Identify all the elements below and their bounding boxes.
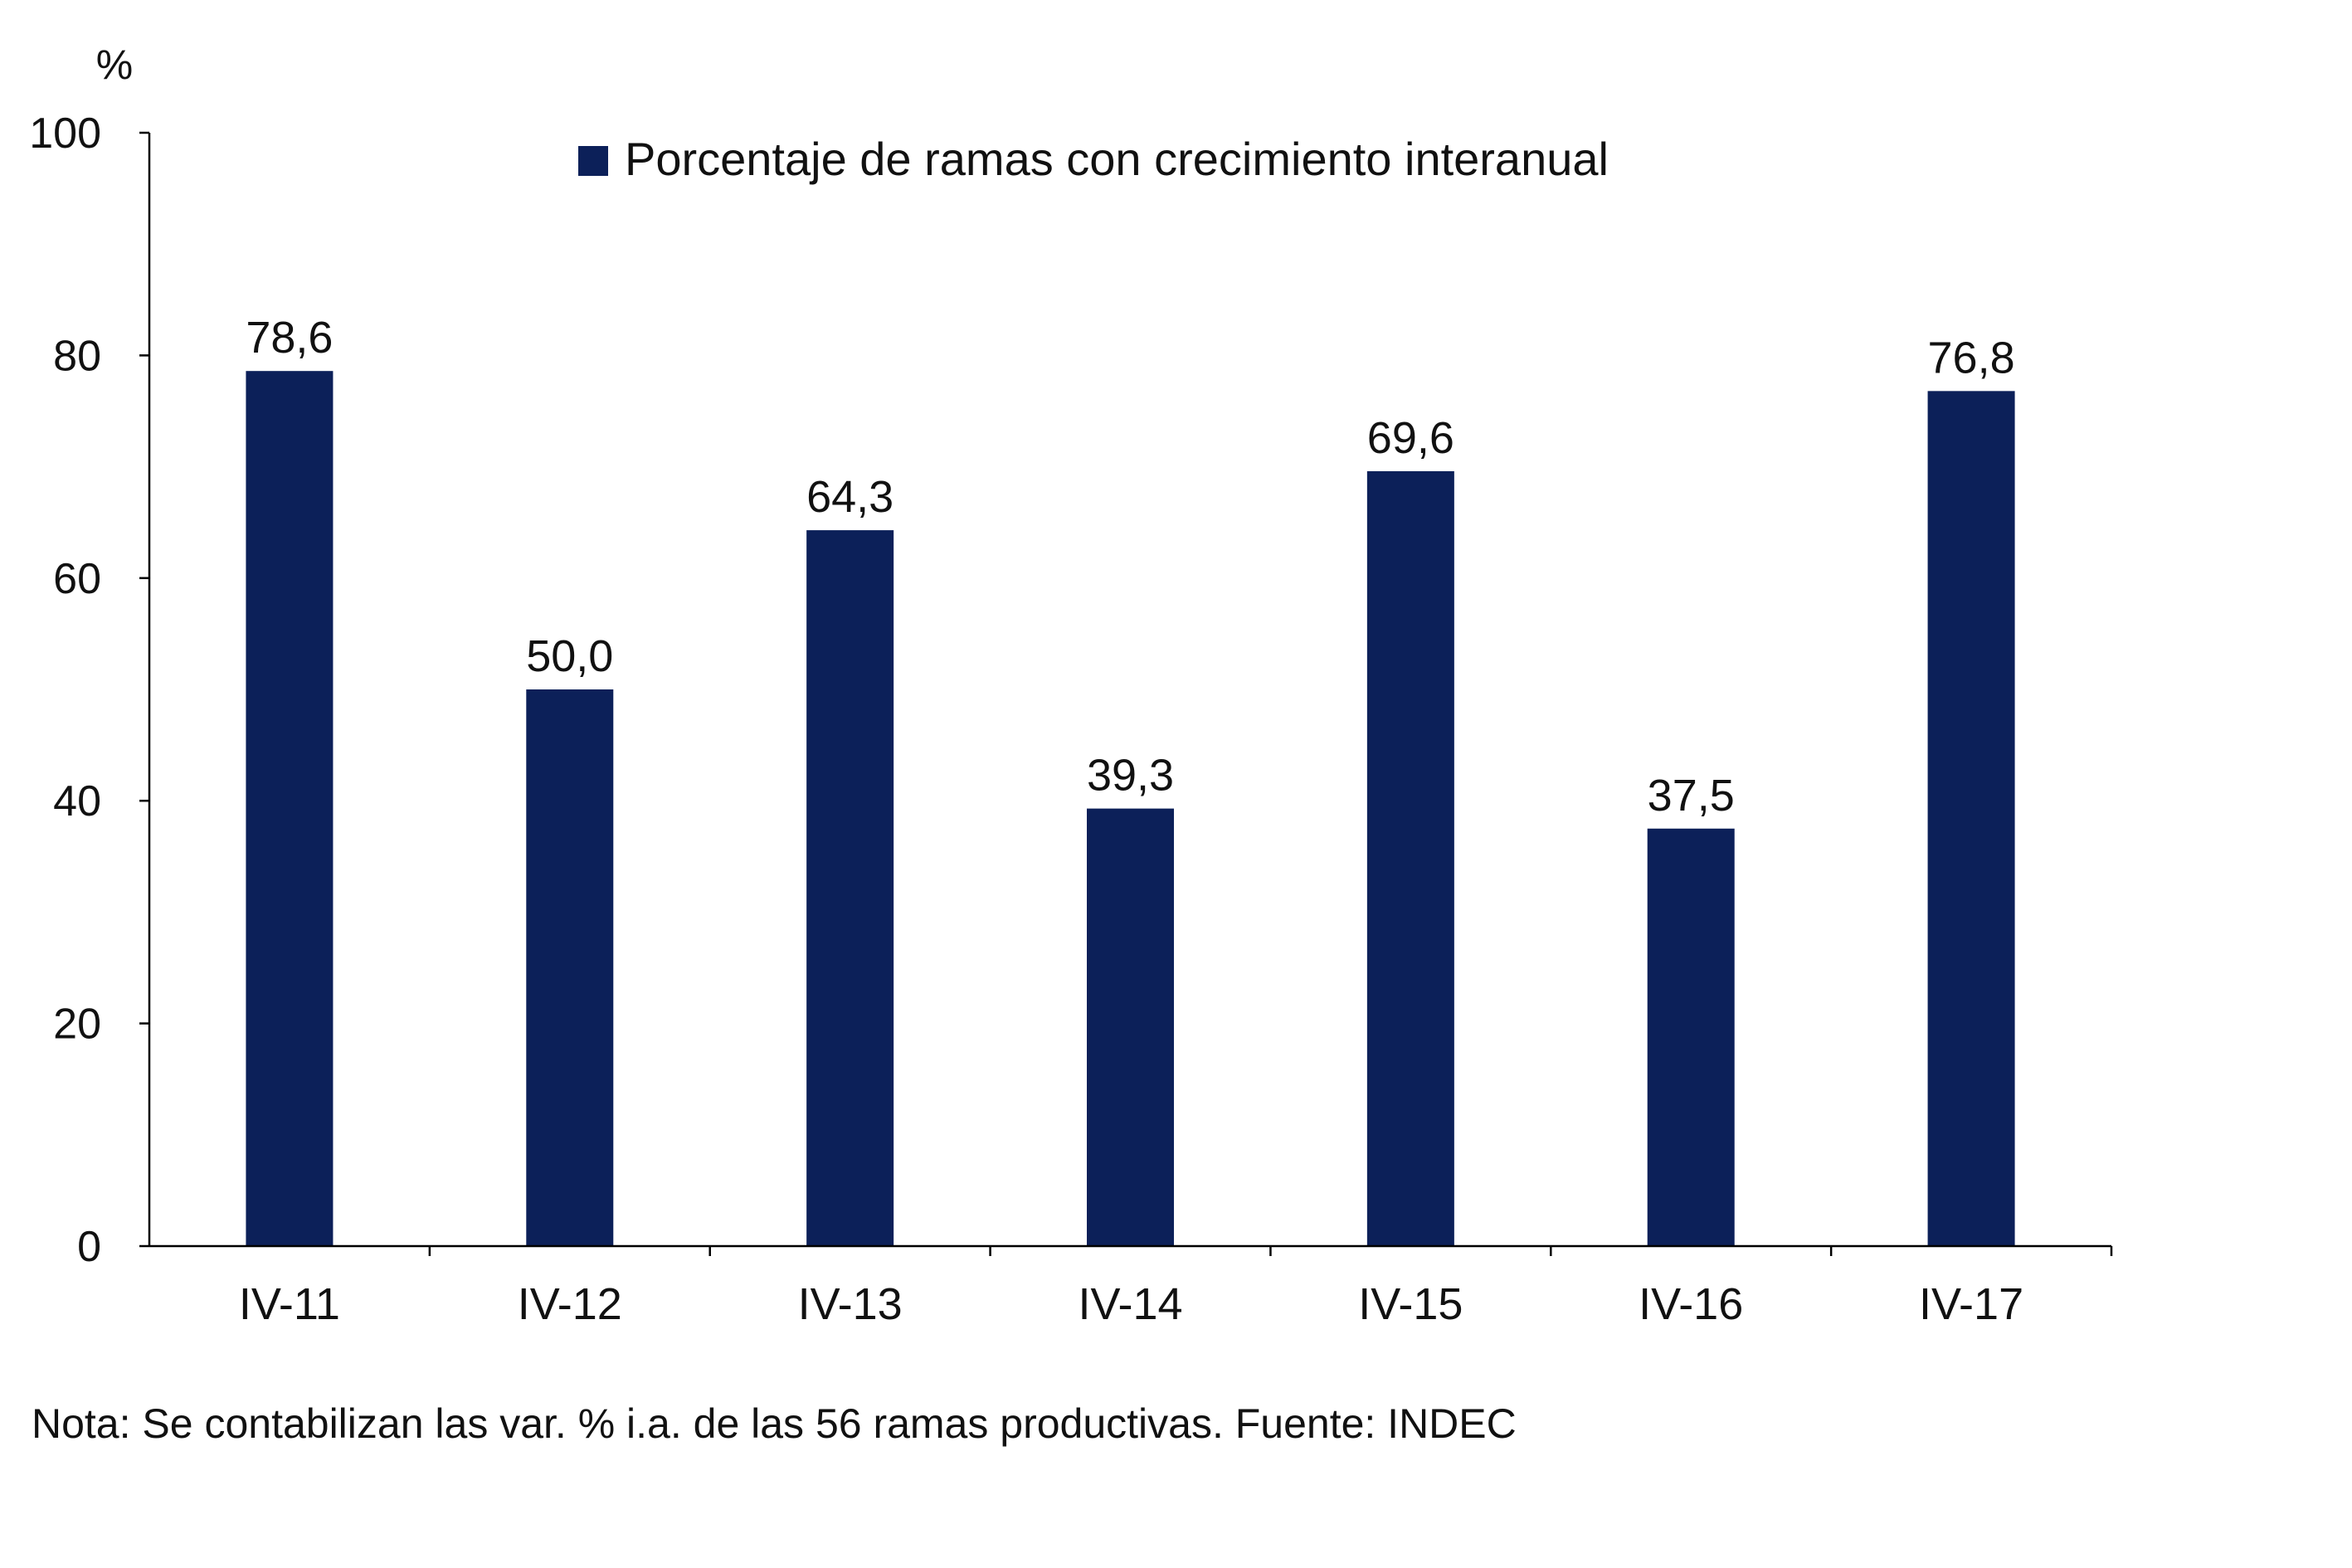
- y-tick-label: 100: [29, 110, 101, 158]
- x-tick-label: IV-17: [1919, 1279, 2023, 1329]
- data-label: 76,8: [1928, 333, 2015, 382]
- data-label: 78,6: [246, 313, 333, 363]
- y-unit-label: %: [96, 41, 133, 88]
- bars-group: 78,6 50,0 64,3 39,3 69,6 37,5 76,8: [246, 313, 2015, 1246]
- data-label: 50,0: [526, 631, 613, 681]
- data-label: 39,3: [1087, 751, 1174, 801]
- x-tick-label: IV-13: [798, 1279, 903, 1329]
- x-axis-labels: IV-11 IV-12 IV-13 IV-14 IV-15 IV-16 IV-17: [239, 1279, 2023, 1329]
- y-tick-label: 0: [77, 1223, 101, 1271]
- x-tick-label: IV-15: [1358, 1279, 1463, 1329]
- y-axis-ticks: 0 20 40 60 80 100: [29, 110, 149, 1271]
- data-label: 69,6: [1367, 413, 1454, 463]
- data-label: 37,5: [1648, 771, 1735, 821]
- bar-iv-15: [1366, 470, 1454, 1246]
- x-tick-label: IV-14: [1078, 1279, 1182, 1329]
- y-tick-label: 40: [53, 777, 101, 825]
- x-tick-label: IV-11: [239, 1279, 340, 1329]
- y-tick-label: 60: [53, 555, 101, 603]
- x-tick-label: IV-12: [518, 1279, 622, 1329]
- data-label: 64,3: [806, 472, 894, 522]
- legend-label: Porcentaje de ramas con crecimiento inte…: [625, 133, 1609, 185]
- x-axis-ticks: [428, 1246, 2113, 1256]
- legend: Porcentaje de ramas con crecimiento inte…: [578, 133, 1609, 185]
- footnote: Nota: Se contabilizan las var. % i.a. de…: [32, 1400, 1517, 1447]
- bar-iv-13: [806, 530, 894, 1246]
- legend-swatch: [578, 146, 608, 176]
- y-tick-label: 20: [53, 1001, 101, 1049]
- y-tick-label: 80: [53, 332, 101, 380]
- bar-iv-16: [1647, 828, 1735, 1246]
- bar-iv-12: [526, 689, 614, 1246]
- x-tick-label: IV-16: [1639, 1279, 1743, 1329]
- bar-iv-14: [1087, 808, 1174, 1246]
- bar-iv-17: [1927, 391, 2015, 1246]
- bar-iv-11: [246, 371, 334, 1246]
